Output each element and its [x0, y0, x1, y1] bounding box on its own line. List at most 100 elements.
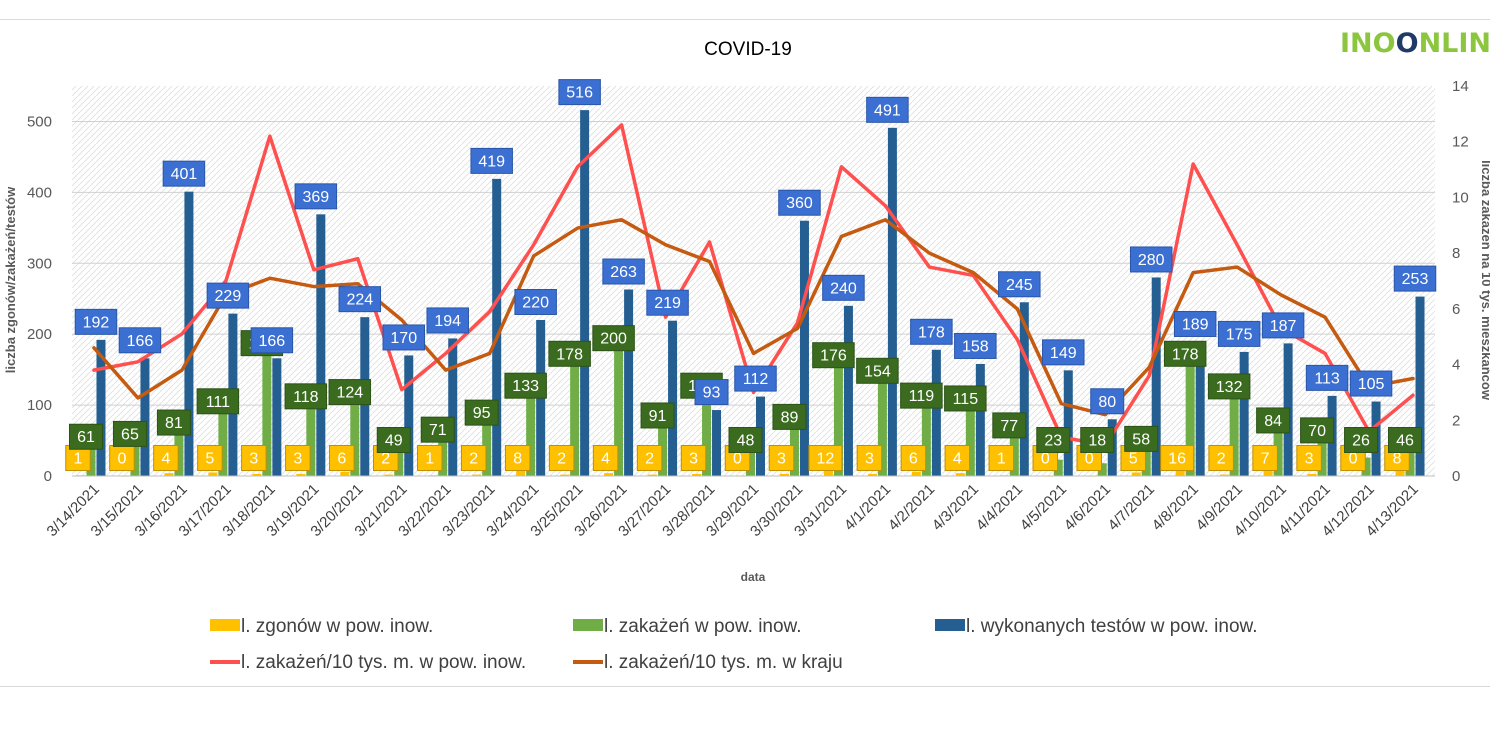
data-label-tests: 149 — [1042, 339, 1085, 366]
bar-0-26 — [1219, 474, 1229, 476]
data-label-infections-box — [196, 388, 240, 415]
data-label-deaths-text: 2 — [469, 451, 478, 468]
top-border-line — [0, 19, 1490, 20]
data-label-deaths-text: 1 — [74, 451, 83, 468]
data-label-infections-text: 133 — [512, 378, 539, 395]
data-label-infections-box — [504, 372, 547, 399]
data-label-deaths-text: 0 — [733, 451, 742, 468]
bar-2-0 — [96, 339, 106, 476]
data-label-infections-box — [548, 340, 591, 367]
line-series-0 — [92, 123, 1415, 448]
bar-1-27 — [1273, 416, 1283, 476]
legend-item-3: l. zakażeń/10 tys. m. w pow. inow. — [210, 652, 526, 673]
data-label-deaths-box — [548, 445, 575, 471]
data-label-tests: 93 — [694, 379, 729, 406]
data-label-infections: 23 — [1036, 427, 1071, 453]
x-tick-label: 4/3/2021 — [929, 481, 982, 534]
x-tick-label: 4/1/2021 — [841, 481, 894, 534]
bar-1-20 — [965, 394, 975, 476]
plot-area — [72, 86, 1435, 476]
bar-0-12 — [604, 473, 614, 476]
data-label-infections-text: 118 — [293, 389, 319, 406]
data-label-tests: 192 — [74, 308, 118, 335]
data-label-infections-text: 23 — [1044, 433, 1062, 450]
data-label-deaths: 4 — [592, 445, 619, 471]
data-label-infections: 91 — [640, 402, 675, 429]
data-label-infections: 115 — [944, 385, 987, 412]
bar-0-10 — [516, 470, 526, 476]
bar-1-9 — [482, 408, 492, 476]
data-label-deaths-box — [1252, 445, 1278, 471]
data-label-tests-text: 491 — [874, 102, 901, 119]
data-label-infections: 58 — [1124, 425, 1159, 452]
bar-2-9 — [492, 178, 502, 476]
y2-tick-label: 8 — [1452, 245, 1460, 262]
data-label-tests: 220 — [514, 289, 557, 315]
data-label-infections: 46 — [1388, 427, 1423, 453]
data-label-tests-box — [74, 308, 118, 335]
bar-0-3 — [208, 472, 218, 476]
data-label-deaths-text: 4 — [601, 451, 610, 468]
data-label-deaths-text: 0 — [1041, 451, 1050, 468]
data-label-tests-box — [1349, 370, 1393, 397]
data-label-tests: 491 — [866, 96, 909, 123]
data-label-infections-text: 115 — [953, 391, 979, 408]
data-label-deaths: 16 — [1160, 445, 1195, 471]
x-tick-label: 4/4/2021 — [973, 481, 1026, 534]
bar-2-16 — [799, 220, 809, 476]
data-label-tests-text: 170 — [390, 330, 417, 347]
data-label-infections-box — [1388, 427, 1423, 453]
data-label-deaths-box — [856, 445, 883, 471]
legend-item-0: l. zgonów w pow. inow. — [210, 616, 433, 637]
data-label-tests-box — [1261, 312, 1305, 339]
data-label-infections-text: 49 — [385, 433, 403, 450]
data-label-infections-box — [1207, 373, 1251, 400]
bottom-border-line — [0, 686, 1490, 687]
data-label-infections-box — [992, 412, 1027, 439]
data-label-deaths-text: 3 — [777, 451, 786, 468]
x-tick-label: 4/5/2021 — [1017, 481, 1070, 534]
data-label-infections-box — [900, 382, 943, 409]
data-label-tests-box — [558, 79, 601, 106]
bar-1-30 — [1405, 443, 1415, 476]
data-label-tests-box — [602, 258, 645, 285]
y-axis-title: liczba zgonów/zakażeń/testów — [3, 186, 18, 373]
data-label-deaths: 2 — [636, 445, 663, 471]
y2-tick-label: 4 — [1452, 357, 1460, 374]
data-label-tests: 80 — [1090, 388, 1125, 415]
data-label-tests-box — [162, 160, 206, 187]
data-label-tests-text: 419 — [478, 153, 505, 170]
data-label-infections: 18 — [1080, 427, 1115, 453]
data-label-deaths: 1 — [416, 445, 443, 471]
data-label-deaths: 8 — [504, 445, 531, 471]
data-label-infections: 132 — [1207, 373, 1251, 400]
data-label-deaths-text: 2 — [381, 451, 390, 468]
data-label-deaths-box — [153, 445, 179, 471]
bar-1-22 — [1053, 459, 1063, 476]
data-label-deaths-text: 12 — [817, 451, 835, 468]
line-series-1 — [92, 217, 1415, 417]
data-label-deaths: 2 — [1208, 445, 1234, 471]
bar-2-17 — [843, 305, 853, 476]
y-tick-label: 0 — [44, 468, 52, 485]
bar-0-20 — [955, 473, 965, 476]
data-label-deaths-box — [900, 445, 927, 471]
bar-0-4 — [252, 473, 262, 476]
data-label-deaths-text: 3 — [293, 451, 302, 468]
y-tick-label: 200 — [27, 326, 52, 343]
legend-label-3: l. zakażeń/10 tys. m. w pow. inow. — [241, 652, 526, 673]
bar-1-25 — [1185, 349, 1195, 476]
bar-2-26 — [1239, 351, 1249, 476]
bar-1-13 — [658, 411, 668, 476]
bar-2-14 — [712, 410, 722, 476]
data-label-tests-text: 175 — [1226, 326, 1253, 343]
bar-1-26 — [1229, 382, 1239, 476]
data-label-tests-text: 516 — [566, 85, 593, 102]
data-label-infections-text: 178 — [1172, 346, 1199, 363]
x-tick-label: 4/7/2021 — [1105, 481, 1158, 534]
data-label-infections-text: 61 — [77, 429, 95, 446]
data-label-tests: 224 — [338, 286, 382, 313]
bar-0-9 — [472, 474, 482, 476]
data-label-infections: 70 — [1300, 417, 1335, 444]
